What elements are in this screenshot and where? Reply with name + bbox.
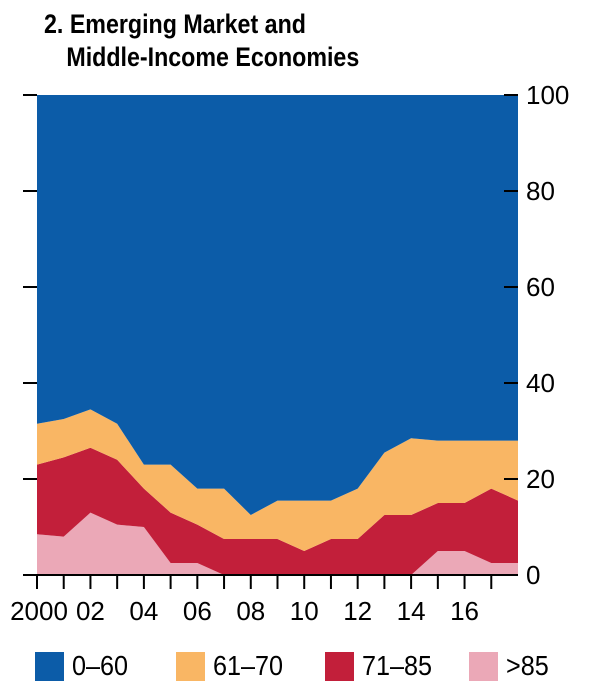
y-tick-label-40: 40 (526, 368, 555, 398)
x-tick-label-2002: 02 (76, 596, 105, 626)
legend-item-71-85: 71–85 (325, 648, 440, 684)
x-tick-label-2000: 2000 (10, 596, 68, 626)
legend-item-0-60: 0–60 (35, 648, 134, 684)
legend-swatch-0-60 (35, 651, 64, 681)
legend-item-61-70: 61–70 (176, 648, 291, 684)
y-tick-labels: 0 20 40 60 80 100 (526, 80, 569, 590)
chart-title-line-1: 2. Emerging Market and (44, 9, 306, 39)
legend-swatch-71-85 (325, 651, 354, 681)
x-tick-label-2014: 14 (397, 596, 426, 626)
axes-group (23, 94, 518, 589)
y-tick-label-0: 0 (526, 560, 540, 590)
legend-label-71-85: 71–85 (362, 650, 433, 681)
chart-title-line-2: Middle-Income Economies (66, 42, 360, 72)
area-series-0-60 (37, 95, 518, 515)
area-series-group (37, 95, 518, 575)
x-tick-label-2008: 08 (236, 596, 265, 626)
y-tick-label-60: 60 (526, 272, 555, 302)
y-tick-label-20: 20 (526, 464, 555, 494)
y-tick-label-80: 80 (526, 176, 555, 206)
legend-item-gt-85: >85 (469, 648, 554, 684)
legend-label-61-70: 61–70 (213, 650, 284, 681)
x-tick-label-2016: 16 (450, 596, 479, 626)
x-tick-label-2012: 12 (343, 596, 372, 626)
legend-label-0-60: 0–60 (72, 650, 129, 681)
y-tick-label-100: 100 (526, 80, 569, 110)
chart-title: 2. Emerging Market and Middle-Income Eco… (44, 8, 508, 74)
x-tick-label-2006: 06 (183, 596, 212, 626)
stacked-area-chart: 2000 02 04 06 08 10 12 14 16 0 20 40 60 80 100 (10, 80, 569, 626)
chart-legend: 0–60 61–70 71–85 >85 (0, 640, 590, 690)
x-tick-labels: 2000 02 04 06 08 10 12 14 16 (10, 596, 479, 626)
x-tick-label-2004: 04 (129, 596, 158, 626)
legend-swatch-61-70 (176, 651, 205, 681)
x-tick-label-2010: 10 (290, 596, 319, 626)
area-series-61-70 (37, 409, 518, 551)
area-series-gt-85 (37, 512, 518, 575)
legend-swatch-gt-85 (469, 651, 498, 681)
legend-label-gt-85: >85 (506, 650, 549, 681)
area-series-71-85 (37, 447, 518, 575)
